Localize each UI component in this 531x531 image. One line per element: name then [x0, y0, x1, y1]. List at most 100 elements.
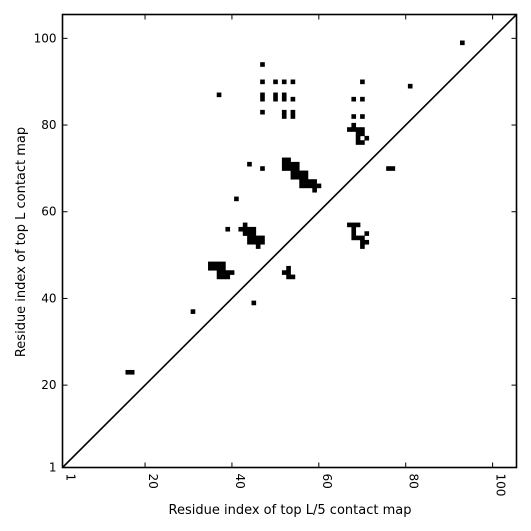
contact-point: [299, 179, 304, 184]
contact-point: [360, 96, 365, 102]
contact-point: [281, 96, 287, 102]
contact-point: [351, 96, 357, 102]
plot-frame: [61, 13, 518, 469]
contact-point: [260, 235, 265, 241]
contact-point: [286, 265, 291, 271]
contact-point: [294, 170, 300, 176]
contact-point: [255, 244, 261, 249]
contact-point: [351, 127, 357, 132]
contact-point: [242, 231, 248, 236]
contact-point: [208, 261, 213, 267]
contact-point: [351, 222, 357, 228]
contact-point: [290, 114, 296, 119]
contact-point: [286, 166, 291, 171]
contact-point: [255, 235, 261, 241]
contact-point: [221, 270, 226, 275]
contact-point: [281, 161, 287, 167]
contact-point: [290, 96, 296, 102]
contact-point: [347, 127, 352, 132]
contact-point: [360, 235, 365, 241]
contact-point: [364, 239, 370, 245]
contact-point: [407, 83, 413, 89]
contact-point: [255, 239, 261, 245]
contact-point: [242, 222, 248, 228]
contact-point: [260, 109, 265, 115]
contact-point: [260, 239, 265, 245]
contact-point: [355, 127, 361, 132]
contact-point: [251, 300, 257, 306]
contact-point: [225, 270, 231, 275]
contact-point: [221, 274, 226, 280]
contact-point: [351, 226, 357, 232]
contact-point: [351, 122, 357, 128]
y-tick-label: 40: [41, 291, 56, 305]
contact-point: [299, 170, 304, 176]
contact-point: [260, 96, 265, 102]
contact-point: [234, 196, 239, 202]
contact-point: [260, 166, 265, 171]
contact-point: [294, 161, 300, 167]
contact-point: [260, 92, 265, 98]
contact-point: [360, 131, 365, 137]
contact-point: [281, 109, 287, 115]
contact-point: [294, 174, 300, 180]
contact-point: [299, 174, 304, 180]
contact-point: [281, 114, 287, 119]
contact-point: [260, 62, 265, 67]
contact-point: [312, 187, 317, 193]
contact-point: [360, 239, 365, 245]
contact-point: [312, 183, 317, 189]
x-tick-label: 60: [320, 474, 334, 489]
contact-point: [360, 140, 365, 145]
contact-point: [364, 135, 370, 141]
y-tick-label: 1: [49, 461, 57, 475]
contact-point: [290, 109, 296, 115]
contact-point: [247, 231, 252, 236]
contact-point: [216, 270, 222, 275]
contact-point: [316, 183, 322, 189]
x-tick-label: 40: [233, 474, 247, 489]
contact-point: [351, 231, 357, 236]
contact-point: [247, 226, 252, 232]
contact-point: [216, 274, 222, 280]
contact-point: [290, 274, 296, 280]
contact-point: [312, 179, 317, 184]
contact-point: [390, 166, 396, 171]
points-layer: [125, 40, 465, 375]
contact-point: [242, 226, 248, 232]
contact-point: [303, 170, 309, 176]
diagonal-line: [61, 13, 518, 469]
contact-point: [355, 135, 361, 141]
contact-point: [290, 161, 296, 167]
contact-point: [273, 96, 278, 102]
contact-point: [355, 140, 361, 145]
contact-point: [294, 166, 300, 171]
contact-point: [238, 226, 244, 232]
x-axis-title: Residue index of top L/5 contact map: [169, 503, 412, 518]
contact-point: [225, 274, 231, 280]
contact-point: [216, 261, 222, 267]
contact-point: [247, 239, 252, 245]
contact-point: [281, 270, 287, 275]
x-tick-label: 20: [146, 474, 160, 489]
contact-point: [286, 157, 291, 163]
contact-point: [281, 166, 287, 171]
contact-point: [260, 79, 265, 85]
contact-point: [251, 231, 257, 236]
contact-point: [355, 222, 361, 228]
contact-point: [360, 79, 365, 85]
contact-point: [347, 222, 352, 228]
contact-point: [307, 179, 313, 184]
contact-point: [360, 244, 365, 249]
contact-point: [360, 127, 365, 132]
contact-point: [286, 161, 291, 167]
contact-point: [460, 40, 465, 46]
contact-point: [290, 79, 296, 85]
contact-point: [281, 92, 287, 98]
contact-point: [251, 235, 257, 241]
contact-point: [221, 261, 226, 267]
contact-point: [251, 239, 257, 245]
